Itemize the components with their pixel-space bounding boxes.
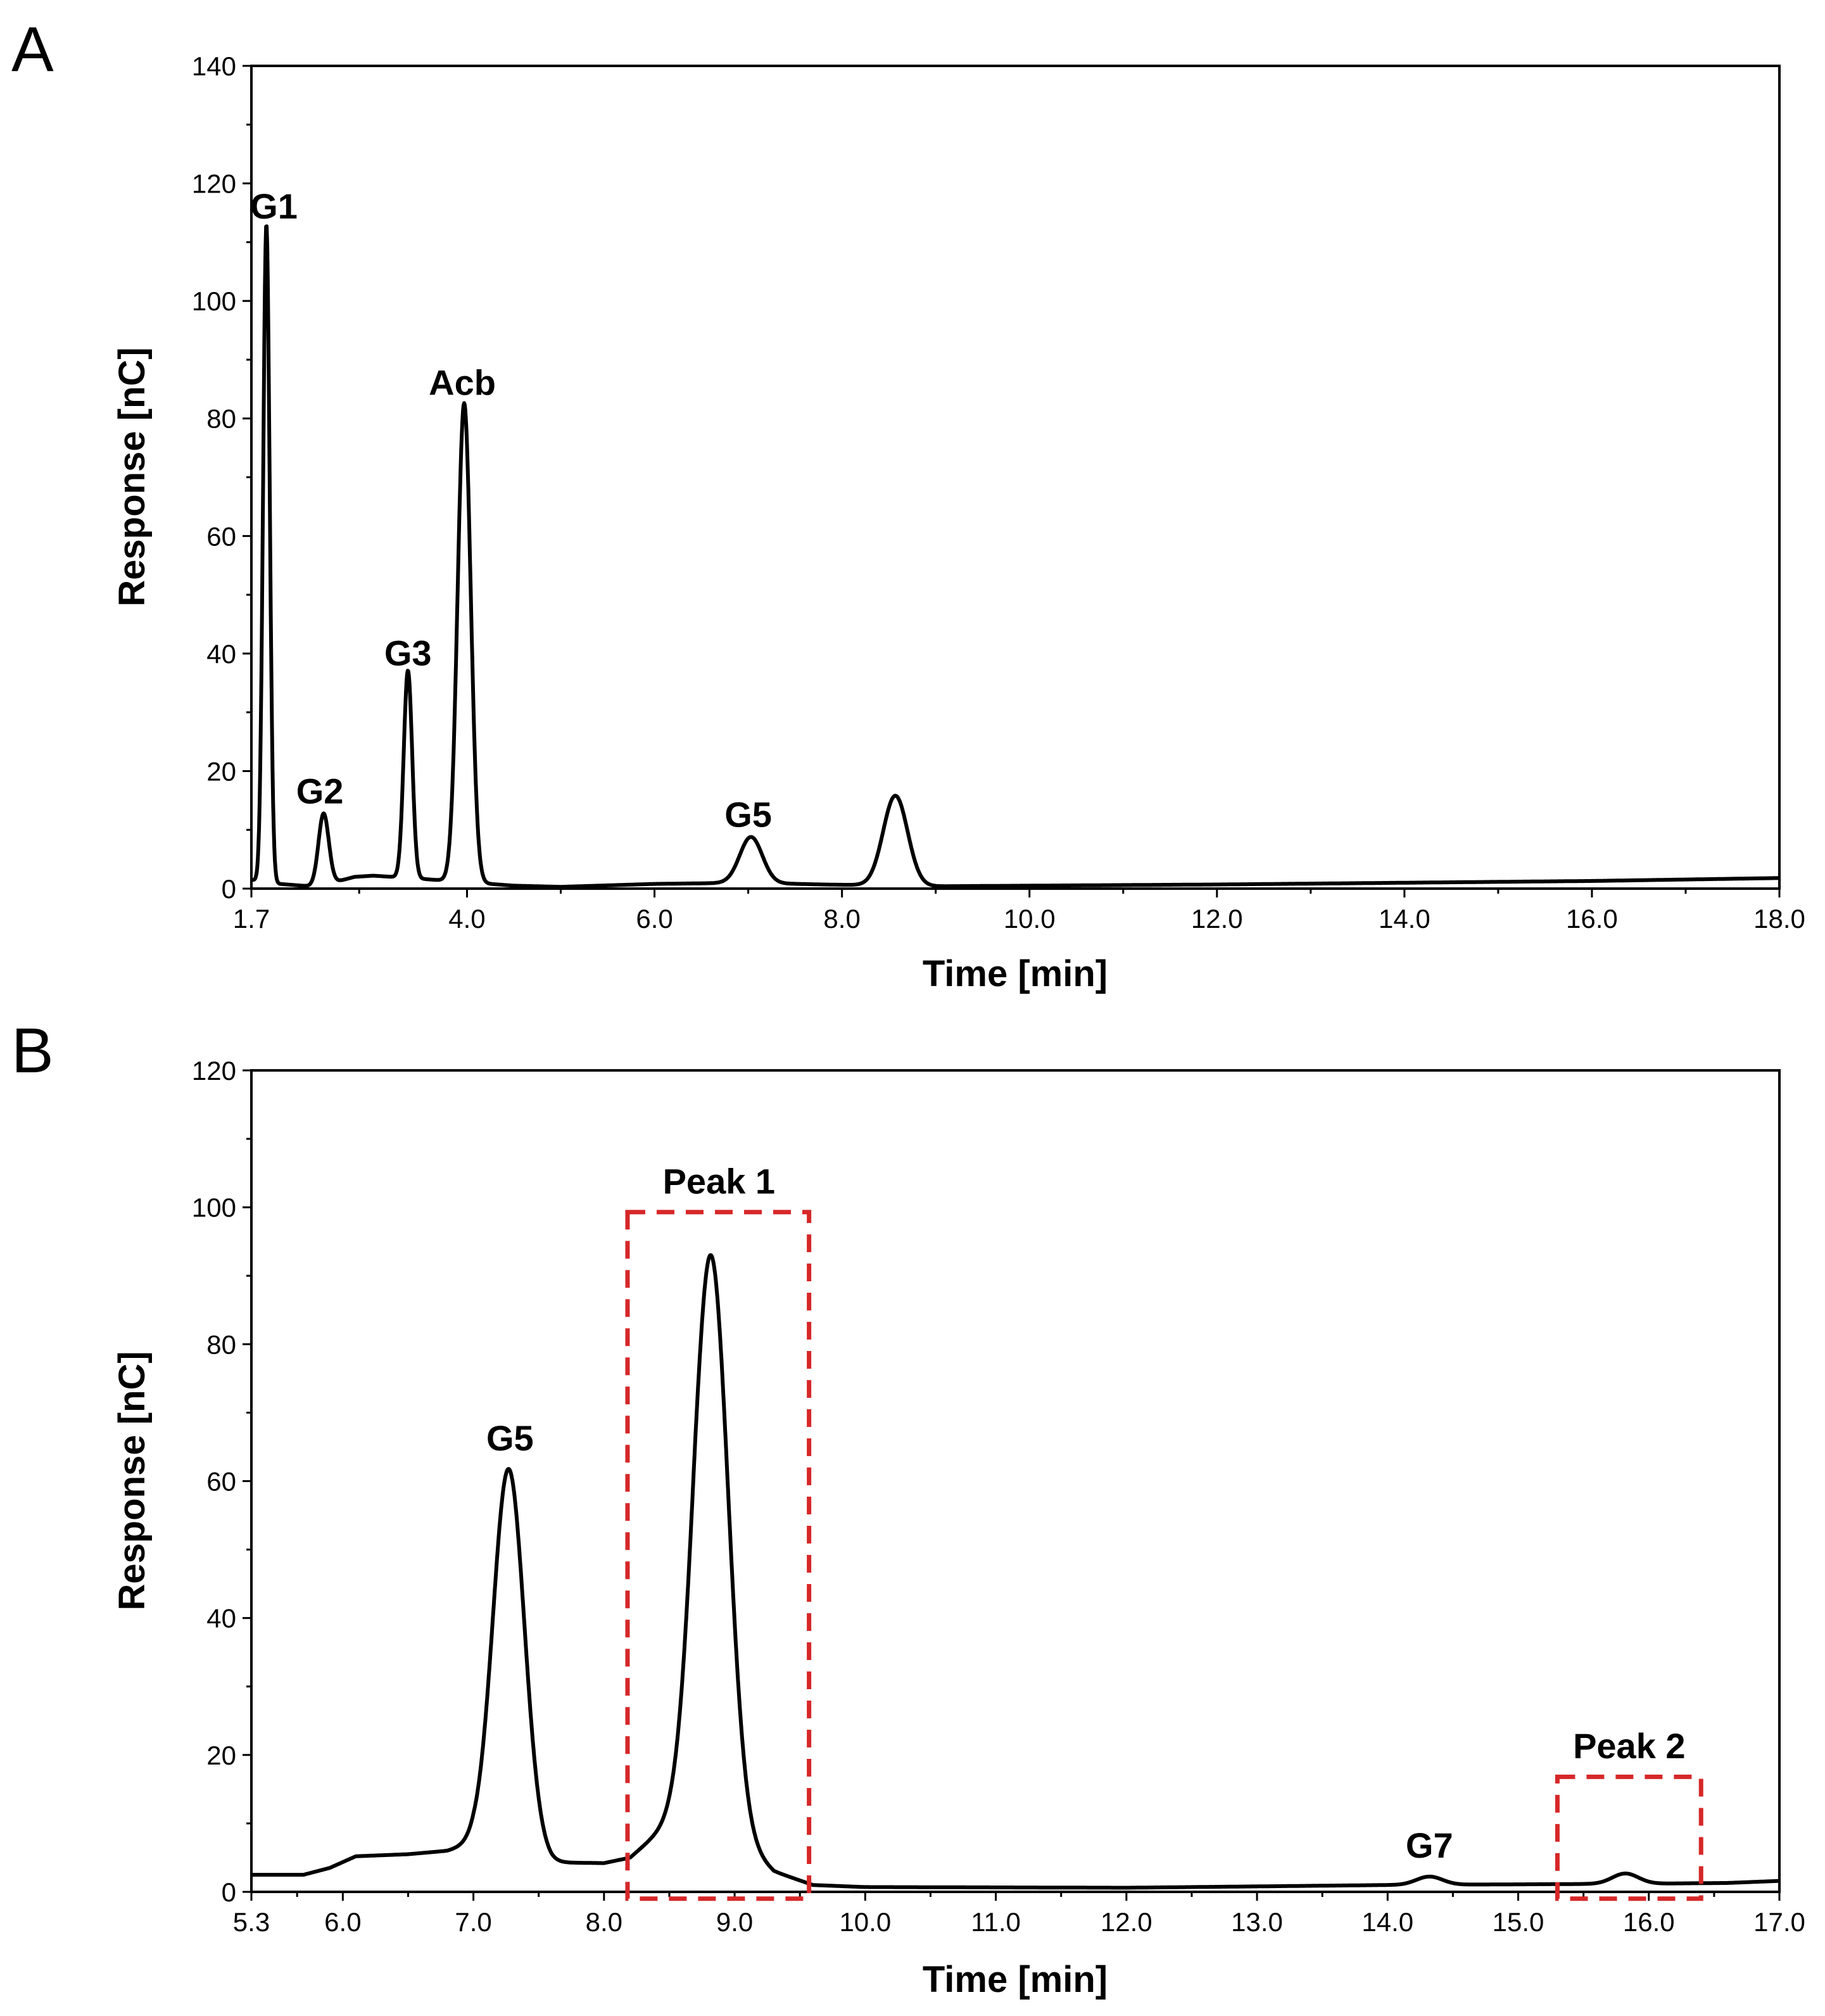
- y-tick-label: 60: [206, 521, 236, 551]
- y-tick-label: 140: [192, 51, 236, 81]
- x-tick-label: 17.0: [1753, 1907, 1805, 1937]
- y-tick-labels-a: 0 20 40 60 80 100 120 140: [192, 51, 236, 904]
- peak-labels-b: G5 Peak 1 G7 Peak 2: [486, 1162, 1686, 1865]
- x-tick-label: 12.0: [1101, 1907, 1152, 1937]
- y-tick-label: 80: [206, 404, 236, 434]
- x-tick-label: 14.0: [1379, 904, 1430, 934]
- panel-a: A 1.7 4.0 6.0 8.0 10.0 12.0 14.0 16.0 18.0 0 20 40…: [11, 14, 1805, 994]
- peak-label: Peak 1: [663, 1162, 776, 1201]
- x-tick-label: 12.0: [1191, 904, 1243, 934]
- x-tick-label: 11.0: [971, 1907, 1021, 1937]
- y-tick-label: 120: [192, 169, 236, 199]
- x-tick-label: 14.0: [1361, 1907, 1413, 1937]
- peak-label: G5: [724, 795, 772, 835]
- x-tick-label: 5.3: [233, 1907, 270, 1937]
- x-tick-label: 18.0: [1753, 904, 1805, 934]
- peak-label: G7: [1406, 1825, 1453, 1865]
- x-tick-label: 7.0: [455, 1907, 491, 1937]
- x-tick-label: 8.0: [823, 904, 860, 934]
- chromatogram-trace-a: [249, 224, 1781, 889]
- highlight-box: [1555, 1774, 1703, 1901]
- highlight-box: [625, 1210, 812, 1901]
- x-axis-title-b: Time [min]: [923, 1959, 1108, 2000]
- panel-b: B 5.3 6.0 7.0 8.0 9.0 10.0 11.0 12.0 13.0 14.0 15.…: [11, 1015, 1805, 2000]
- y-tick-label: 20: [206, 1740, 236, 1770]
- x-tick-label: 16.0: [1623, 1907, 1675, 1937]
- x-axis-title-a: Time [min]: [923, 953, 1108, 994]
- chromatogram-trace-b: [249, 1253, 1781, 1890]
- y-tick-label: 100: [192, 1193, 236, 1222]
- x-tick-label: 15.0: [1493, 1907, 1544, 1937]
- x-tick-label: 1.7: [233, 904, 270, 934]
- y-tick-label: 40: [206, 639, 236, 669]
- panel-label-a: A: [11, 14, 54, 85]
- ticks-a: [243, 65, 1781, 897]
- peak-label: G2: [296, 771, 344, 811]
- x-tick-label: 4.0: [448, 904, 485, 934]
- x-tick-label: 9.0: [716, 1907, 753, 1937]
- y-tick-label: 80: [206, 1329, 236, 1359]
- x-tick-labels-a: 1.7 4.0 6.0 8.0 10.0 12.0 14.0 16.0 18.0: [233, 904, 1805, 934]
- y-tick-label: 120: [192, 1056, 236, 1086]
- peak-label: Acb: [429, 363, 496, 403]
- y-tick-labels-b: 0 20 40 60 80 100 120: [192, 1056, 236, 1907]
- x-tick-label: 6.0: [324, 1907, 361, 1937]
- x-tick-label: 16.0: [1566, 904, 1618, 934]
- y-tick-label: 60: [206, 1467, 236, 1497]
- x-tick-label: 8.0: [586, 1907, 622, 1937]
- x-tick-labels-b: 5.3 6.0 7.0 8.0 9.0 10.0 11.0 12.0 13.0 14.0 15.0 1…: [233, 1907, 1805, 1937]
- ticks-b: [243, 1069, 1781, 1901]
- y-tick-label: 0: [222, 1877, 236, 1907]
- peak-label: G5: [486, 1418, 534, 1458]
- highlight-boxes-b: [625, 1210, 1703, 1901]
- x-tick-label: 13.0: [1231, 1907, 1283, 1937]
- panel-label-b: B: [11, 1015, 54, 1086]
- y-tick-label: 0: [222, 874, 236, 904]
- y-tick-label: 100: [192, 286, 236, 316]
- x-tick-label: 6.0: [636, 904, 673, 934]
- x-tick-label: 10.0: [1004, 904, 1056, 934]
- y-axis-title-b: Response [nC]: [111, 1351, 153, 1610]
- peak-labels-a: G1 G2 G3 Acb G5: [250, 186, 772, 834]
- y-tick-label: 40: [206, 1604, 236, 1633]
- peak-label: G3: [384, 633, 432, 673]
- y-axis-title-a: Response [nC]: [111, 347, 153, 606]
- peak-label: Peak 2: [1573, 1726, 1686, 1766]
- peak-label: G1: [250, 186, 298, 226]
- plot-frame-a: [250, 65, 1781, 890]
- x-tick-label: 10.0: [839, 1907, 891, 1937]
- y-tick-label: 20: [206, 756, 236, 786]
